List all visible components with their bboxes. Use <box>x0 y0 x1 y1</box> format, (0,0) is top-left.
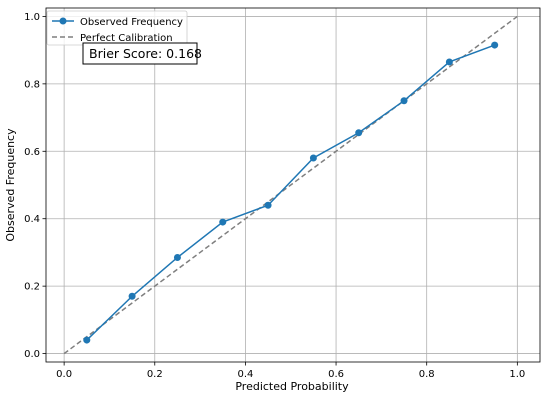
y-tick-label: 0.0 <box>24 349 40 360</box>
y-axis-ticks: 0.0 0.2 0.4 0.6 0.8 1.0 <box>24 12 46 360</box>
observed-frequency-line <box>86 44 495 341</box>
legend-calibration-label: Perfect Calibration <box>80 33 173 44</box>
reference-line-layer <box>63 15 518 355</box>
x-tick-label: 0.4 <box>237 369 253 380</box>
y-tick-label: 0.2 <box>24 282 40 293</box>
observed-frequency-point <box>309 154 317 162</box>
legend-observed-marker <box>59 17 67 25</box>
annotation-box <box>82 42 198 65</box>
observed-frequency-point <box>219 218 227 226</box>
x-tick-label: 0.2 <box>147 369 163 380</box>
observed-frequency-point <box>128 292 136 300</box>
observed-frequency-point <box>491 41 499 49</box>
observed-frequency-point <box>173 253 181 261</box>
x-tick-label: 0.8 <box>419 369 435 380</box>
x-axis-label: Predicted Probability <box>235 380 349 393</box>
observed-frequency-point <box>83 336 91 344</box>
perfect-calibration-line <box>63 15 518 355</box>
observed-frequency-point <box>400 97 408 105</box>
plot-frame <box>45 7 541 363</box>
y-tick-label: 0.4 <box>24 214 40 225</box>
legend: Observed Frequency Perfect Calibration <box>46 10 188 46</box>
x-tick-label: 1.0 <box>509 369 525 380</box>
observed-frequency-point <box>355 129 363 137</box>
y-axis-label: Observed Frequency <box>4 128 17 242</box>
brier-score-annotation: Brier Score: 0.168 <box>82 42 202 65</box>
legend-observed-label: Observed Frequency <box>80 17 183 28</box>
observed-frequency-point <box>264 201 272 209</box>
y-tick-label: 0.6 <box>24 147 40 158</box>
x-tick-label: 0.0 <box>56 369 72 380</box>
brier-score-text: Brier Score: 0.168 <box>89 46 202 61</box>
x-axis-ticks: 0.0 0.2 0.4 0.6 0.8 1.0 <box>56 362 525 380</box>
observed-frequency-point <box>445 58 453 66</box>
y-tick-label: 1.0 <box>24 12 40 23</box>
series-layer <box>83 41 499 344</box>
x-tick-label: 0.6 <box>328 369 344 380</box>
y-tick-label: 0.8 <box>24 79 40 90</box>
